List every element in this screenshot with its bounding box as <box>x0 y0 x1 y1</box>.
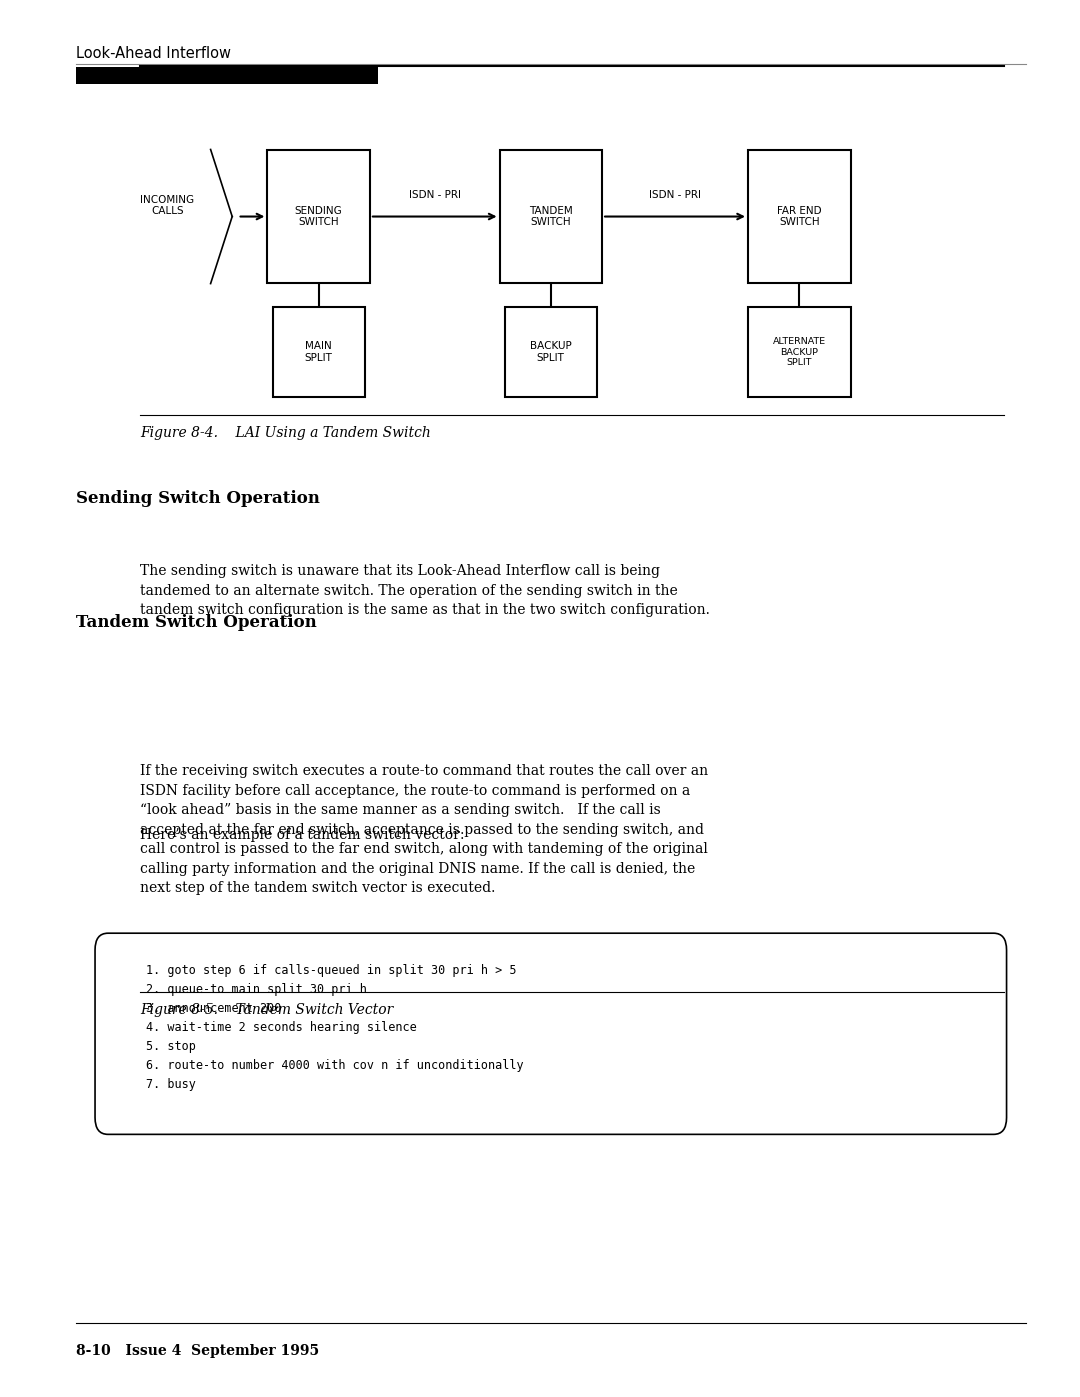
Bar <box>747 151 851 282</box>
Text: 8-10   Issue 4  September 1995: 8-10 Issue 4 September 1995 <box>76 1344 319 1358</box>
Bar <box>747 307 851 398</box>
Text: ISDN - PRI: ISDN - PRI <box>649 190 701 200</box>
Bar <box>272 307 365 398</box>
Text: TANDEM
SWITCH: TANDEM SWITCH <box>529 205 572 228</box>
Text: Sending Switch Operation: Sending Switch Operation <box>76 490 320 507</box>
Text: If the receiving switch executes a route-to command that routes the call over an: If the receiving switch executes a route… <box>140 764 708 895</box>
Text: FAR END
SWITCH: FAR END SWITCH <box>777 205 822 228</box>
Text: ALTERNATE
BACKUP
SPLIT: ALTERNATE BACKUP SPLIT <box>772 337 826 367</box>
Text: INCOMING
CALLS: INCOMING CALLS <box>140 194 194 217</box>
Text: Figure 8-4.    LAI Using a Tandem Switch: Figure 8-4. LAI Using a Tandem Switch <box>140 426 431 440</box>
Bar <box>268 151 369 282</box>
Bar <box>505 307 597 398</box>
Text: MAIN
SPLIT: MAIN SPLIT <box>305 341 333 363</box>
Text: The sending switch is unaware that its Look-Ahead Interflow call is being
tandem: The sending switch is unaware that its L… <box>140 564 711 617</box>
Bar <box>499 151 602 282</box>
Text: SENDING
SWITCH: SENDING SWITCH <box>295 205 342 228</box>
Text: Here’s an example of a tandem switch vector:: Here’s an example of a tandem switch vec… <box>140 828 464 842</box>
Text: Tandem Switch Operation: Tandem Switch Operation <box>76 615 316 631</box>
FancyBboxPatch shape <box>95 933 1007 1134</box>
Text: Figure 8-5.    Tandem Switch Vector: Figure 8-5. Tandem Switch Vector <box>140 1003 393 1017</box>
Text: ISDN - PRI: ISDN - PRI <box>408 190 461 200</box>
Text: BACKUP
SPLIT: BACKUP SPLIT <box>530 341 571 363</box>
Text: 1. goto step 6 if calls-queued in split 30 pri h > 5
2. queue-to main split 30 p: 1. goto step 6 if calls-queued in split … <box>146 964 524 1091</box>
Bar <box>76 67 378 84</box>
Text: Look-Ahead Interflow: Look-Ahead Interflow <box>76 46 231 61</box>
